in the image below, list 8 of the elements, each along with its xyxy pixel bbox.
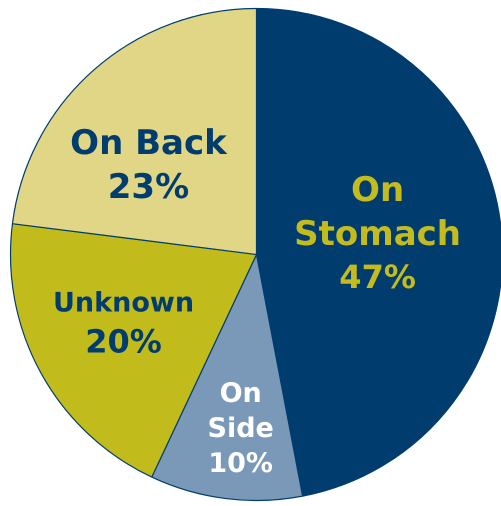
slice-label: On Back [70,123,228,164]
data-label: 20% [85,322,162,361]
data-label: 47% [339,258,416,296]
slice-label: On Side [208,378,274,444]
slice-label: On Stomach [294,170,462,254]
data-label: 10% [208,448,273,480]
slice-label: Unknown [52,288,194,319]
data-label: 23% [108,167,190,208]
